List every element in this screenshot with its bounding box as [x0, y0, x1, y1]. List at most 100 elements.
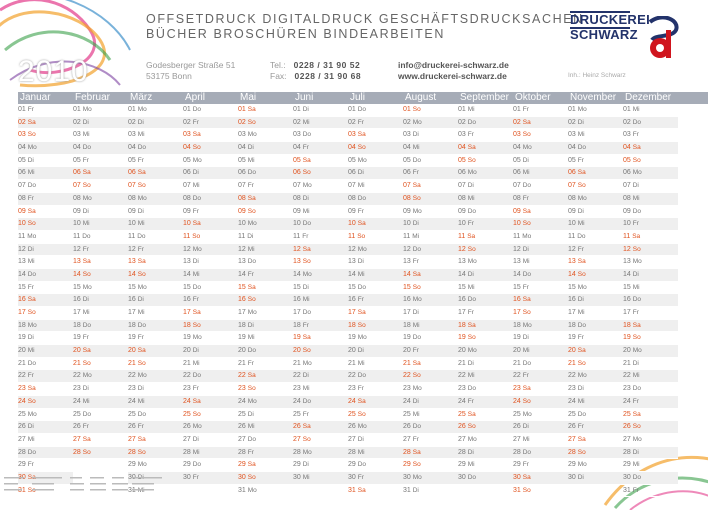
weekday-label: Mo	[632, 347, 642, 355]
day-cell: 28 So	[568, 446, 623, 460]
day-cell: 10 So	[18, 218, 73, 231]
weekday-label: Fr	[82, 245, 89, 253]
day-number: 03	[73, 131, 83, 139]
day-number: 18	[73, 321, 83, 329]
day-cell: 01 Mo	[568, 104, 623, 117]
day-cell: 14 Mi	[183, 268, 238, 282]
weekday-label: Mi	[632, 194, 640, 202]
weekday-label: Di	[137, 118, 144, 126]
weekday-label: Di	[632, 359, 639, 367]
month-column: 01 Mi 02 Do 03 Fr 04 Sa 05 So 06 Mo 07 Di 08 Mi…	[623, 104, 678, 498]
day-number: 26	[128, 423, 138, 431]
day-number: 10	[623, 220, 633, 228]
weekday-label: Mo	[247, 486, 257, 494]
day-cell: 01 Do	[183, 104, 238, 117]
day-cell: 19 Do	[403, 332, 458, 346]
weekday-label: Sa	[302, 423, 311, 431]
day-number: 20	[128, 347, 138, 355]
day-number: 22	[73, 372, 83, 380]
weekday-label: Di	[467, 359, 474, 367]
day-number: 20	[183, 347, 193, 355]
weekday-label: Di	[137, 296, 144, 304]
day-cell: 27 Sa	[73, 434, 128, 447]
weekday-label: Fr	[357, 473, 364, 481]
day-number: 05	[73, 156, 83, 164]
weekday-label: Di	[27, 245, 34, 253]
day-number: 28	[293, 448, 303, 456]
day-number: 23	[458, 385, 468, 393]
day-number: 30	[348, 473, 358, 481]
services-line-1: OFFSETDRUCK DIGITALDRUCK GESCHÄFTSDRUCKS…	[146, 12, 584, 26]
day-number: 15	[348, 283, 358, 291]
weekday-label: So	[357, 232, 366, 240]
day-number: 29	[238, 461, 248, 469]
month-header-februar: Februar	[75, 92, 111, 103]
day-cell: 21 Do	[18, 358, 73, 371]
day-number: 08	[348, 194, 358, 202]
day-number: 23	[293, 385, 303, 393]
day-number: 14	[458, 270, 468, 278]
day-cell: 16 Mi	[293, 294, 348, 307]
day-cell: 29 Di	[293, 459, 348, 472]
day-number: 20	[238, 347, 248, 355]
day-number: 18	[623, 321, 633, 329]
weekday-label: Mo	[522, 410, 532, 418]
day-number: 06	[293, 169, 303, 177]
weekday-label: Fr	[412, 169, 419, 177]
weekday-label: Sa	[357, 309, 366, 316]
weekday-label: Sa	[522, 207, 531, 215]
day-number: 17	[623, 309, 633, 316]
day-cell: 11 Do	[73, 231, 128, 244]
weekday-label: Do	[632, 473, 642, 481]
day-cell: 14 Do	[18, 268, 73, 282]
weekday-label: Fr	[412, 258, 419, 266]
day-cell: 06 Sa	[73, 167, 128, 181]
website-link[interactable]: www.druckerei-schwarz.de	[398, 71, 507, 81]
day-cell: 19 So	[623, 332, 678, 346]
weekday-label: Mo	[137, 283, 147, 291]
day-number: 20	[458, 347, 468, 355]
day-cell: 10 Fr	[458, 218, 513, 231]
day-cell: 23 So	[238, 383, 293, 396]
day-number: 17	[18, 309, 28, 316]
day-number: 19	[293, 334, 303, 342]
day-cell: 23 Do	[458, 383, 513, 396]
day-cell: 26 Fr	[128, 421, 183, 434]
day-number: 15	[18, 283, 28, 291]
day-cell: 03 So	[513, 129, 568, 143]
weekday-label: Do	[192, 283, 202, 291]
day-number: 10	[73, 220, 83, 228]
day-cell: 02 Di	[568, 116, 623, 130]
weekday-label: Mo	[577, 372, 587, 380]
weekday-label: Sa	[27, 296, 36, 304]
day-cell: 30 Fr	[183, 471, 238, 485]
day-cell: 09 Di	[73, 206, 128, 219]
day-number: 06	[623, 169, 633, 177]
day-number: 05	[238, 156, 248, 164]
day-cell: 05 So	[623, 155, 678, 168]
weekday-label: Do	[412, 245, 422, 253]
day-number: 25	[513, 410, 523, 418]
day-number: 04	[293, 144, 303, 152]
day-number: 10	[403, 220, 413, 228]
day-cell: 22 Fr	[513, 370, 568, 384]
day-number: 09	[568, 207, 578, 215]
logo-emblem-icon	[648, 16, 679, 58]
weekday-label: Do	[82, 144, 92, 152]
day-number: 13	[458, 258, 468, 266]
weekday-label: Fr	[522, 194, 529, 202]
day-cell: 13 Do	[238, 256, 293, 269]
weekday-label: Mi	[412, 410, 420, 418]
weekday-label: Di	[467, 182, 474, 190]
weekday-label: Sa	[82, 169, 91, 177]
day-number: 19	[348, 334, 358, 342]
weekday-label: Fr	[137, 423, 144, 431]
weekday-label: Sa	[357, 397, 366, 405]
day-number: 02	[623, 118, 633, 126]
day-number: 03	[128, 131, 138, 139]
weekday-label: Fr	[412, 347, 419, 355]
weekday-label: Sa	[137, 258, 146, 266]
email-link[interactable]: info@druckerei-schwarz.de	[398, 60, 509, 70]
day-cell: 24 So	[513, 395, 568, 409]
logo-line-1: DRUCKEREI	[570, 12, 650, 27]
